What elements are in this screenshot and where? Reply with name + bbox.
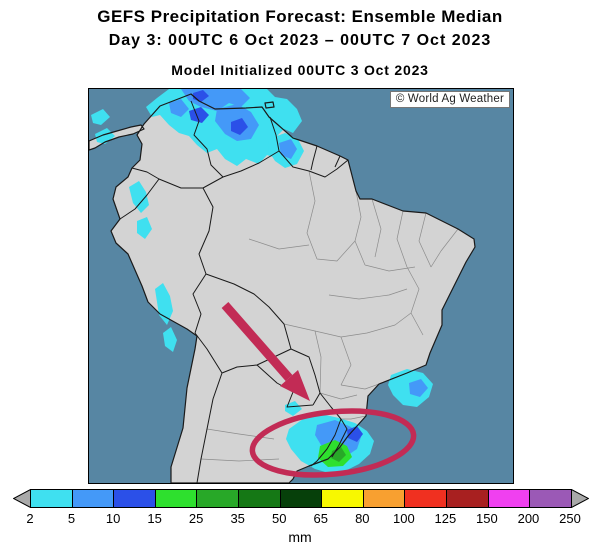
precip-contour <box>285 401 302 416</box>
precip-contour <box>169 99 189 117</box>
model-init-line: Model Initialized 00UTC 3 Oct 2023 <box>171 62 429 78</box>
coastline <box>89 93 476 483</box>
south-america-landmass <box>111 94 475 483</box>
legend-tick-label: 65 <box>313 511 328 526</box>
legend-color-bin <box>488 490 531 507</box>
legend-right-endcap-icon <box>571 489 589 508</box>
precip-contour <box>137 217 152 239</box>
precip-contour <box>189 107 209 123</box>
legend-color-bin <box>405 490 448 507</box>
legend-color-bin <box>280 490 323 507</box>
precip-contour <box>409 379 428 397</box>
legend-tick-label: 35 <box>230 511 245 526</box>
legend-color-bin <box>322 490 364 507</box>
legend-tick-label: 150 <box>476 511 498 526</box>
precip-contour <box>91 109 110 125</box>
precip-contour <box>129 181 149 213</box>
legend-color-bin <box>197 490 240 507</box>
legend-ticks: 2 5 10 15 25 35 50 65 80 100 125 150 200 250 <box>26 511 580 526</box>
legend-color-bin <box>31 490 73 507</box>
legend-tick-label: 80 <box>355 511 370 526</box>
state-borders <box>200 170 459 462</box>
precip-colorbar <box>13 489 589 508</box>
legend-left-endcap-icon <box>13 489 31 508</box>
precip-contour <box>231 118 248 135</box>
legend-color-bin <box>363 490 406 507</box>
legend-color-bin <box>530 490 571 507</box>
legend-tick-label: 10 <box>105 511 121 526</box>
legend-color-bin <box>114 490 156 507</box>
highlight-arrow-head-icon <box>280 370 310 401</box>
legend-tick-label: 250 <box>559 511 581 526</box>
highlight-arrow-shaft <box>221 302 293 381</box>
legend-tick-label: 2 <box>26 511 34 526</box>
map-svg <box>89 89 513 483</box>
legend-tick-label: 15 <box>147 511 162 526</box>
forecast-map: © World Ag Weather <box>88 88 514 484</box>
legend-tick-label: 50 <box>271 511 287 526</box>
valid-period-subtitle: Day 3: 00UTC 6 Oct 2023 – 00UTC 7 Oct 20… <box>108 32 492 49</box>
legend-unit-label: mm <box>288 529 312 545</box>
legend-color-bin <box>72 490 115 507</box>
highlight-annotations <box>221 302 417 478</box>
highlight-ellipse <box>249 408 417 478</box>
precip-contour <box>279 139 297 159</box>
attribution-text: © World Ag Weather <box>395 93 504 105</box>
legend-tick-label: 100 <box>392 511 415 526</box>
precip-contour <box>347 426 363 442</box>
precip-contour <box>163 327 177 352</box>
legend-tick-label: 5 <box>67 511 76 526</box>
attribution-badge: © World Ag Weather <box>389 91 510 108</box>
precip-contour <box>155 283 173 325</box>
legend-colorbar-segments <box>31 490 571 507</box>
header: GEFS Precipitation Forecast: Ensemble Me… <box>0 7 600 78</box>
legend-tick-label: 25 <box>188 511 204 526</box>
legend-color-bin <box>155 490 198 507</box>
legend-color-bin <box>447 490 489 507</box>
legend-tick-label: 200 <box>517 511 540 526</box>
page-title: GEFS Precipitation Forecast: Ensemble Me… <box>97 7 503 26</box>
legend-tick-label: 125 <box>434 511 457 526</box>
legend-color-bin <box>239 490 281 507</box>
precip-contour <box>331 447 346 462</box>
